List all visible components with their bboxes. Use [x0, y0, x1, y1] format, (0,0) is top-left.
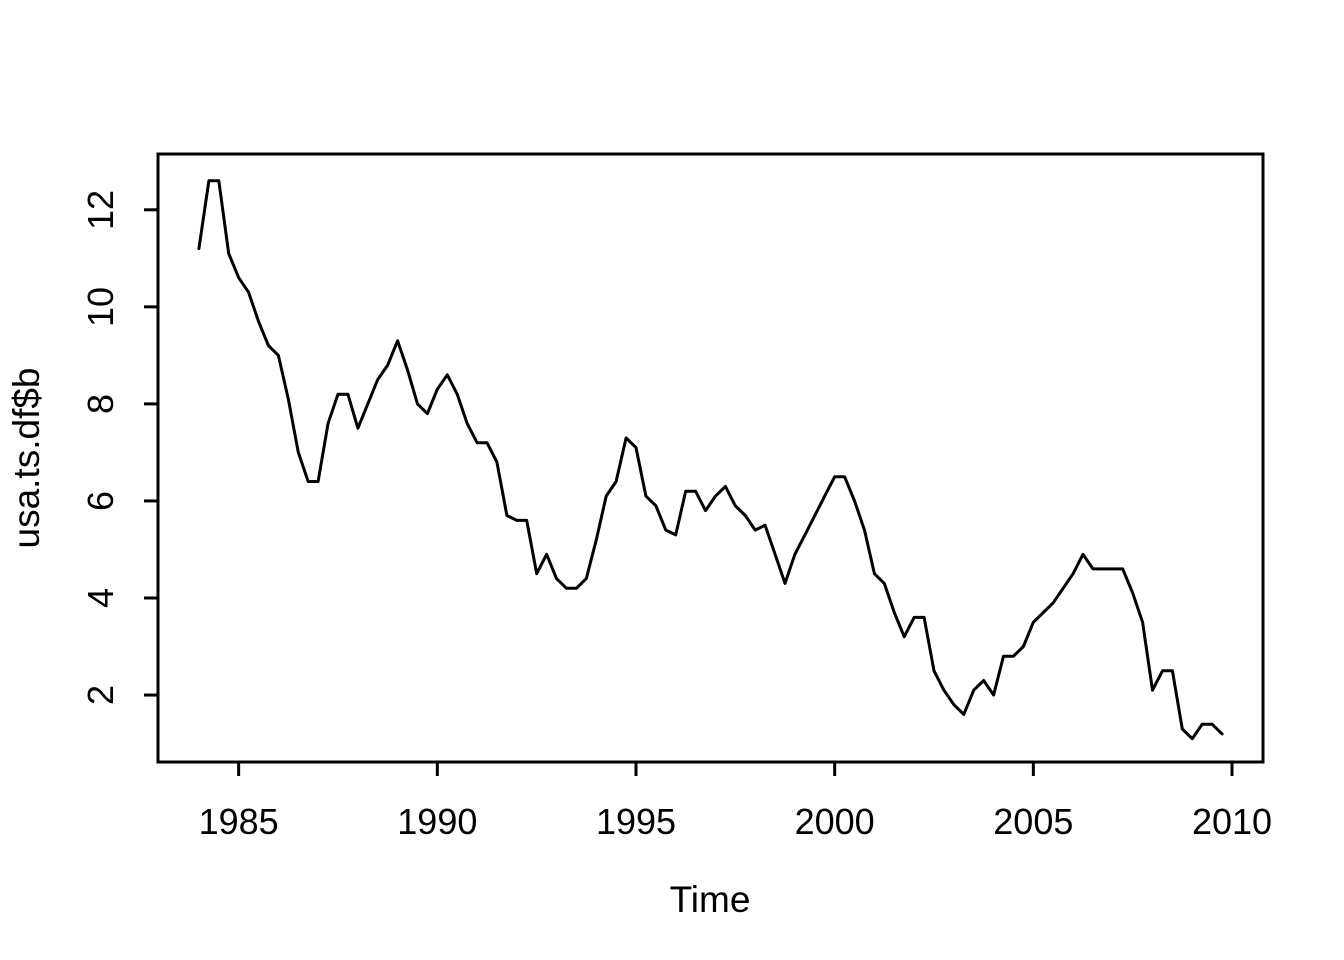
y-tick-label: 8 — [80, 393, 121, 414]
x-tick-label: 2010 — [1191, 801, 1273, 842]
y-tick-label: 12 — [80, 189, 121, 230]
x-axis-title: Time — [669, 879, 751, 920]
y-tick-label: 2 — [80, 685, 121, 706]
x-tick-label: 1990 — [397, 801, 478, 842]
x-tick-label: 2000 — [794, 801, 875, 842]
y-tick-label: 6 — [80, 490, 121, 511]
y-tick-label: 4 — [80, 587, 121, 608]
y-axis-title: usa.ts.df$b — [6, 367, 47, 549]
x-tick-label: 1995 — [595, 801, 677, 842]
plot-border — [156, 152, 1265, 764]
y-tick-label: 10 — [80, 286, 121, 327]
x-tick-label: 1985 — [198, 801, 279, 842]
x-tick-label: 2005 — [993, 801, 1074, 842]
data-line — [197, 179, 1224, 741]
